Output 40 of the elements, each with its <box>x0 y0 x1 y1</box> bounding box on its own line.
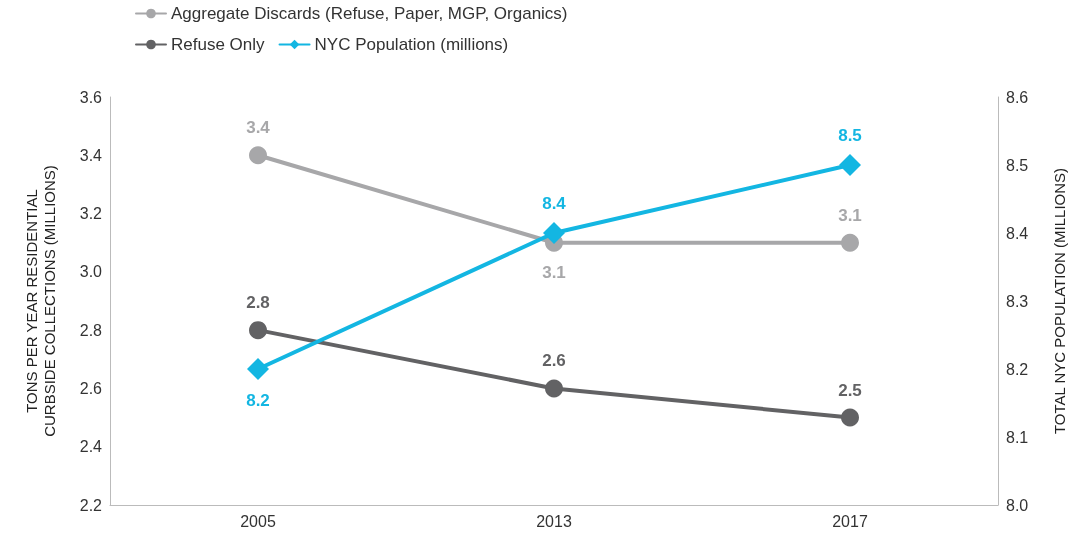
legend-label: Aggregate Discards (Refuse, Paper, MGP, Organics) <box>171 4 568 23</box>
y2-tick-label: 8.4 <box>1006 224 1029 242</box>
point <box>247 358 269 380</box>
data-label: 2.8 <box>246 293 270 313</box>
point <box>249 146 267 165</box>
y-tick-label: 2.4 <box>79 438 103 456</box>
y-tick-label: 2.2 <box>79 496 103 514</box>
y2-axis-title: TOTAL NYC POPULATION (MILLIONS) <box>1050 167 1068 435</box>
y-tick-label: 2.6 <box>79 379 103 397</box>
data-label: 8.5 <box>838 126 862 145</box>
legend-label: NYC Population (millions) <box>314 35 509 54</box>
data-label: 8.2 <box>246 391 270 410</box>
point <box>249 321 267 340</box>
y-tick-label: 3.0 <box>79 263 103 281</box>
data-label: 2.5 <box>838 380 862 400</box>
point <box>545 379 563 398</box>
y2-tick-label: 8.0 <box>1006 496 1029 514</box>
y-tick-label: 2.8 <box>79 321 103 339</box>
x-tick-label: 2013 <box>536 512 572 530</box>
point <box>839 154 861 176</box>
y-tick-label: 3.2 <box>79 205 103 223</box>
y-tick-label: 3.4 <box>79 146 103 164</box>
x-tick-label: 2005 <box>240 512 276 530</box>
y2-tick-label: 8.2 <box>1006 360 1029 378</box>
point <box>841 408 859 427</box>
y2-tick-label: 8.3 <box>1006 292 1029 310</box>
y2-tick-label: 8.1 <box>1006 428 1029 446</box>
x-tick-label: 2017 <box>832 512 868 530</box>
y-tick-label: 3.6 <box>79 88 103 106</box>
y2-tick-label: 8.5 <box>1006 156 1029 174</box>
point <box>543 222 565 244</box>
y-axis-title: TONS PER YEAR RESIDENTIAL CURBSIDE COLLECTIONS (MILLIONS) <box>22 165 58 437</box>
y2-tick-label: 8.6 <box>1006 88 1029 106</box>
point <box>841 233 859 252</box>
data-label: 3.1 <box>542 262 566 282</box>
data-label: 3.4 <box>246 118 271 138</box>
legend-label: Refuse Only <box>171 35 266 54</box>
data-label: 2.6 <box>542 351 566 371</box>
data-label: 8.4 <box>542 194 567 213</box>
data-label: 3.1 <box>838 205 862 225</box>
